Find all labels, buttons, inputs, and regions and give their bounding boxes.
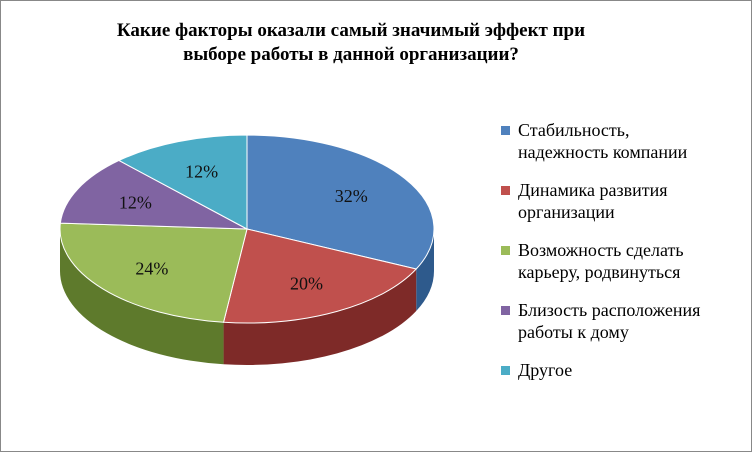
legend: Стабильность, надежность компании Динамика… <box>501 119 746 397</box>
chart-title: Какие факторы оказали самый значимый эфф… <box>41 19 661 67</box>
pie-slice-1 <box>246 134 435 270</box>
legend-label-1-line-1: Стабильность, <box>518 120 630 140</box>
legend-swatch-1 <box>501 126 510 135</box>
data-label-4: 12% <box>119 193 152 213</box>
data-label-3: 24% <box>135 259 168 279</box>
legend-item-2: Динамика развития организации <box>501 179 746 223</box>
chart-title-line-1: Какие факторы оказали самый значимый эфф… <box>116 20 586 41</box>
legend-item-5: Другое <box>501 359 746 381</box>
pie-slice-4 <box>59 159 248 230</box>
chart-title-line-2: выборе работы в данной организации? <box>183 44 519 65</box>
legend-label-4-line-2: работы к дому <box>518 322 629 342</box>
legend-label-5-line-1: Другое <box>518 360 573 380</box>
data-label-1: 32% <box>335 186 368 206</box>
legend-swatch-5 <box>501 366 510 375</box>
legend-label-4-line-1: Близость расположения <box>518 300 701 320</box>
legend-label-1-line-2: надежность компании <box>518 142 688 162</box>
legend-swatch-4 <box>501 306 510 315</box>
legend-item-3: Возможность сделать карьеру, родвинуться <box>501 239 746 283</box>
legend-label-3-line-1: Возможность сделать <box>518 240 684 260</box>
pie-data-labels: 32% 20% 24% 12% 12% <box>119 161 368 293</box>
pie-slice-5 <box>117 134 248 230</box>
data-label-5: 12% <box>185 161 218 181</box>
pie-side-3 <box>60 229 224 365</box>
legend-label-3-line-2: карьеру, родвинуться <box>518 262 681 282</box>
legend-swatch-2 <box>501 186 510 195</box>
pie-slice-2 <box>222 228 418 324</box>
data-label-2: 20% <box>290 273 323 293</box>
legend-item-1: Стабильность, надежность компании <box>501 119 746 163</box>
pie-side-2 <box>223 269 417 365</box>
pie-tops <box>59 134 435 324</box>
legend-item-4: Близость расположения работы к дому <box>501 299 746 343</box>
legend-label-2-line-1: Динамика развития <box>518 180 668 200</box>
legend-swatch-3 <box>501 246 510 255</box>
pie-slice-3 <box>59 222 248 323</box>
legend-label-2-line-2: организации <box>518 202 615 222</box>
